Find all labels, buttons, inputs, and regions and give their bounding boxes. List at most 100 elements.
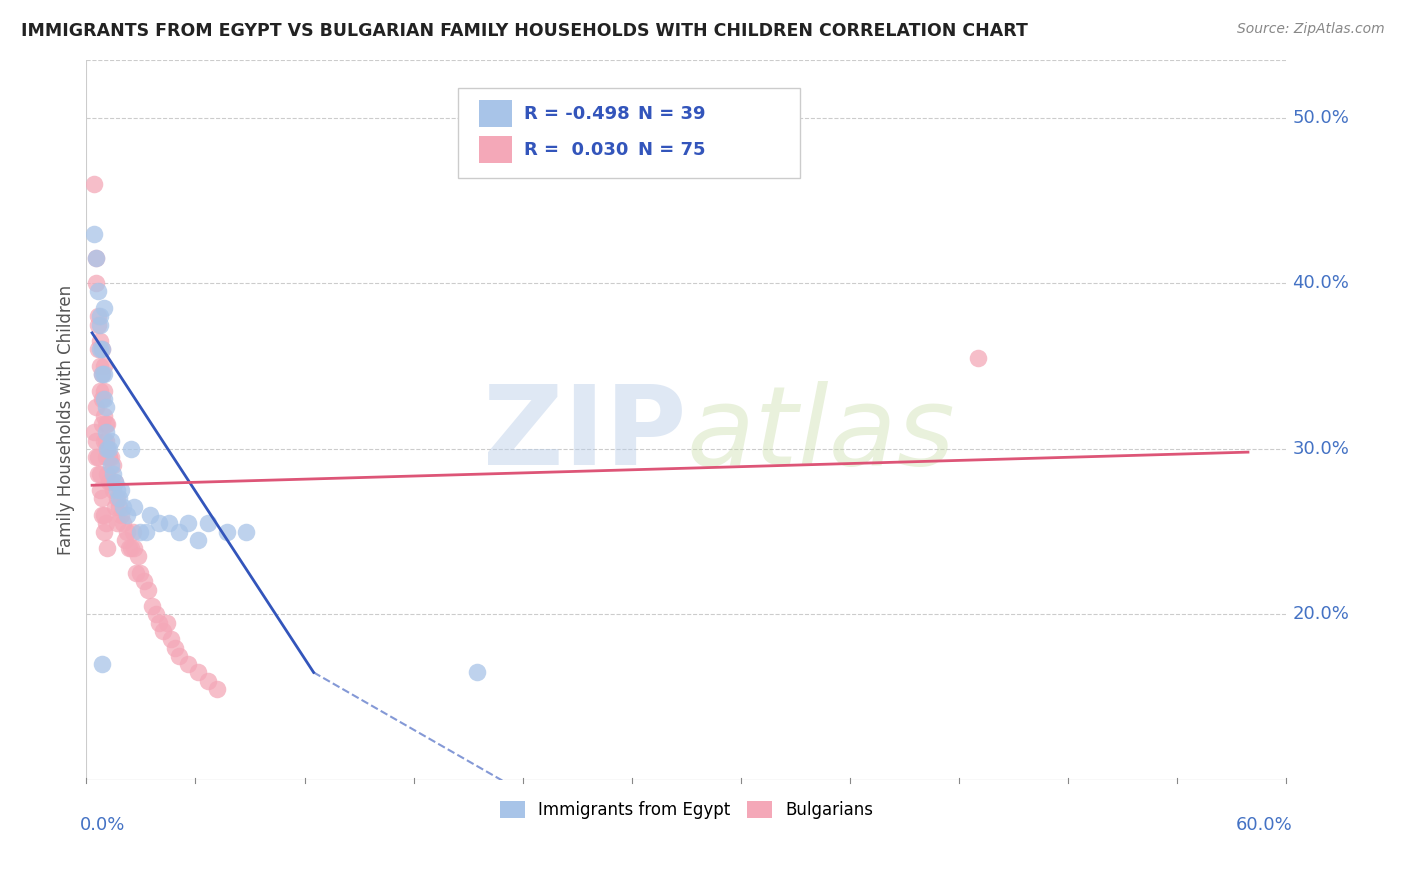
Point [94,516,117,531]
Point [93,434,115,448]
Point [108,491,131,506]
Bar [479,100,512,128]
Point [93,524,115,539]
Point [110,508,132,522]
Point [90,508,112,522]
Text: 40.0%: 40.0% [1292,274,1350,293]
Point [93,301,115,315]
Point [96,417,118,431]
Point [103,483,125,498]
Point [93,392,115,406]
Point [89,343,111,357]
Point [105,491,128,506]
Point [87,467,110,481]
Point [163,640,186,655]
Point [90,368,112,382]
Point [93,384,115,398]
Point [145,607,167,622]
Point [108,500,131,514]
Text: ZIP: ZIP [484,381,686,488]
Point [90,343,112,357]
Point [94,401,117,415]
Point [90,491,112,506]
Point [127,549,149,564]
Point [89,483,111,498]
Point [115,508,138,522]
Point [125,566,148,580]
Point [93,359,115,373]
Text: 30.0%: 30.0% [1292,440,1350,458]
Point [114,533,136,547]
Point [89,318,111,332]
Point [110,483,132,498]
Point [167,524,190,539]
Point [156,615,179,630]
Point [967,351,990,365]
Point [467,665,489,680]
Point [177,516,200,531]
Point [103,467,125,481]
Point [89,334,111,348]
Text: N = 75: N = 75 [638,141,706,159]
Point [98,475,121,489]
Point [100,458,122,473]
Point [94,450,117,464]
Point [120,442,142,456]
Point [90,657,112,672]
Point [135,524,157,539]
Point [103,458,125,473]
Point [98,450,121,464]
Y-axis label: Family Households with Children: Family Households with Children [58,285,75,555]
Point [89,359,111,373]
Point [84,434,107,448]
Point [87,318,110,332]
Point [84,450,107,464]
Point [111,516,134,531]
Text: N = 39: N = 39 [638,104,706,122]
Point [87,450,110,464]
Point [87,310,110,324]
Point [90,343,112,357]
Point [96,541,118,556]
Point [129,566,152,580]
Point [100,475,122,489]
Point [98,450,121,464]
Point [105,516,128,531]
Point [115,524,138,539]
Point [104,475,127,489]
Text: 50.0%: 50.0% [1292,109,1350,127]
Point [197,673,219,688]
Text: 20.0%: 20.0% [1292,606,1350,624]
Point [94,425,117,440]
Point [87,343,110,357]
Bar [479,136,512,163]
Text: 0.0%: 0.0% [80,816,125,834]
Text: R = -0.498: R = -0.498 [524,104,630,122]
Point [96,442,118,456]
Point [124,500,146,514]
Text: 60.0%: 60.0% [1236,816,1292,834]
Point [104,500,127,514]
Point [121,524,143,539]
Point [141,599,163,614]
Point [84,252,107,266]
Point [89,467,111,481]
Point [104,475,127,489]
Point [89,384,111,398]
Point [148,516,170,531]
Point [132,574,155,589]
Point [83,425,105,440]
Point [100,434,122,448]
Point [197,516,219,531]
Point [90,417,112,431]
Point [94,417,117,431]
Point [98,442,121,456]
FancyBboxPatch shape [458,88,800,178]
Point [111,500,134,514]
Point [235,524,257,539]
Text: atlas: atlas [686,381,955,488]
Point [207,681,229,696]
Point [90,368,112,382]
Point [157,516,180,531]
Text: R =  0.030: R = 0.030 [524,141,628,159]
